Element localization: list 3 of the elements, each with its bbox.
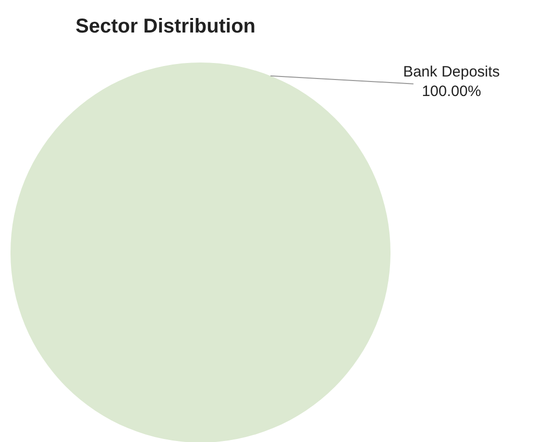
- chart-title: Sector Distribution: [76, 16, 256, 38]
- slice-label: Bank Deposits: [403, 64, 500, 81]
- data-label: 100.00%: [422, 83, 482, 100]
